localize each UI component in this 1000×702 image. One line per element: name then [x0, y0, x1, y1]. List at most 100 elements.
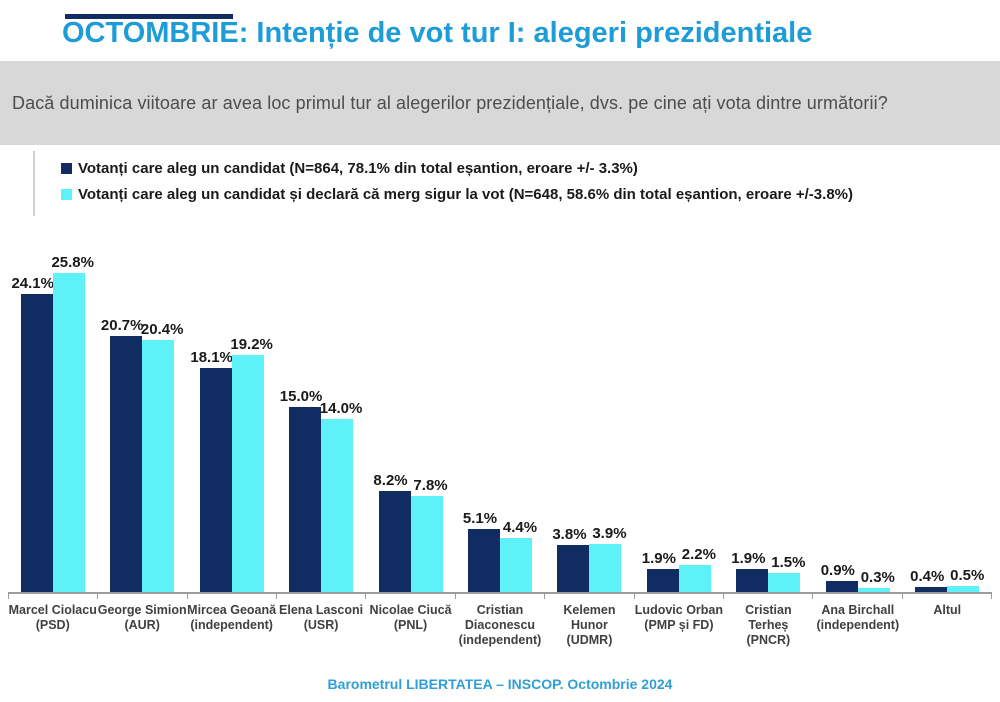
value-label: 0.5%	[950, 566, 985, 584]
bar-series-2	[768, 573, 801, 592]
category-label-line: (UDMR)	[566, 633, 613, 647]
category-label-line: (independent)	[816, 618, 900, 632]
bar-series-2	[52, 273, 85, 592]
value-label: 0.4%	[910, 568, 945, 586]
bar-series-2	[589, 543, 622, 592]
axis-tick	[635, 594, 724, 599]
value-label: 20.4%	[140, 320, 184, 338]
category-label-line: Cristian Terheș	[745, 603, 792, 632]
category-label-line: (PMP și FD)	[644, 618, 714, 632]
bar-group: 8.2% 7.8%	[366, 252, 455, 592]
question-text: Dacă duminica viitoare ar avea loc primu…	[12, 92, 888, 113]
bar-group: 3.8% 3.9%	[545, 252, 634, 592]
bar-series-2	[857, 588, 890, 592]
bar-group: 0.9% 0.3%	[813, 252, 902, 592]
legend-item-1: Votanți care aleg un candidat (N=864, 78…	[61, 160, 1000, 177]
bar-series-2	[410, 495, 443, 592]
bar-series-1	[289, 406, 322, 592]
category-label-line: Diaconescu	[464, 618, 536, 632]
bar-series-1	[467, 528, 500, 592]
category-label: Elena Lasconi (USR)	[276, 603, 365, 648]
value-label: 0.9%	[820, 561, 855, 579]
category-label-line: Kelemen Hunor	[563, 603, 616, 632]
bar-group: 18.1% 19.2%	[187, 252, 276, 592]
value-label: 8.2%	[373, 471, 408, 489]
category-label-line: (PNL)	[393, 618, 428, 632]
bar-series-2	[678, 564, 711, 592]
bar-series-2	[499, 537, 532, 592]
category-label-line: (independent)	[458, 633, 542, 647]
category-label-line: Elena Lasconi	[279, 603, 364, 617]
category-label-line: Cristian	[476, 603, 524, 617]
question-box: Dacă duminica viitoare ar avea loc primu…	[0, 61, 1000, 145]
category-label: Altul	[903, 603, 992, 648]
category-label-line: Mircea Geoană	[187, 603, 277, 617]
value-label: 0.3%	[860, 569, 895, 587]
axis-tick	[545, 594, 635, 599]
value-label: 14.0%	[319, 399, 363, 417]
category-label-line: (PSD)	[35, 618, 70, 632]
bar-series-2	[947, 585, 980, 592]
bar-group: 20.7% 20.4%	[97, 252, 186, 592]
value-label: 1.5%	[771, 554, 806, 572]
axis-tick	[456, 594, 546, 599]
axis-tick	[188, 594, 278, 599]
legend-label: Votanți care aleg un candidat (N=864, 78…	[78, 160, 638, 177]
bar-group: 1.9% 1.5%	[724, 252, 813, 592]
value-label: 2.2%	[681, 545, 716, 563]
bar-series-1	[20, 294, 53, 592]
bar-series-1	[378, 490, 411, 592]
axis-tick	[903, 594, 992, 599]
category-label: Kelemen Hunor (UDMR)	[545, 603, 634, 648]
category-label: Cristian Diaconescu (independent)	[455, 603, 544, 648]
category-label-line: Ana Birchall	[821, 603, 895, 617]
category-label: Nicolae Ciucă (PNL)	[366, 603, 455, 648]
value-label: 19.2%	[230, 335, 273, 353]
bar-series-2	[231, 354, 264, 592]
category-label: Ludovic Orban (PMP și FD)	[634, 603, 723, 648]
axis-ticks	[8, 592, 992, 599]
category-label-line: George Simion	[97, 603, 187, 617]
category-label-line: Ludovic Orban	[634, 603, 723, 617]
value-label: 24.1%	[11, 275, 54, 293]
value-label: 15.0%	[279, 387, 323, 405]
category-labels: Marcel Ciolacu (PSD) George Simion (AUR) Mir…	[0, 603, 1000, 648]
bar-series-2	[142, 339, 175, 592]
bar-series-1	[736, 568, 769, 592]
legend-swatch-icon	[61, 163, 72, 174]
category-label: George Simion (AUR)	[97, 603, 187, 648]
value-label: 18.1%	[190, 349, 233, 367]
value-label: 20.7%	[100, 317, 144, 335]
legend-item-2: Votanți care aleg un candidat și declară…	[61, 186, 1000, 203]
poll-bar-chart: 24.1% 25.8% 20.7% 20.4% 18.1% 19.2% 15.0% 14.0%…	[0, 252, 1000, 599]
legend-swatch-icon	[61, 189, 72, 200]
bar-series-1	[199, 368, 232, 592]
category-label-line: (PNCR)	[746, 633, 791, 647]
category-label: Ana Birchall (independent)	[813, 603, 902, 648]
value-label: 7.8%	[413, 476, 448, 494]
category-label-line: (USR)	[303, 618, 339, 632]
legend: Votanți care aleg un candidat (N=864, 78…	[33, 151, 1000, 216]
axis-tick	[277, 594, 367, 599]
bar-series-1	[110, 336, 143, 592]
value-label: 25.8%	[51, 254, 94, 272]
category-label: Marcel Ciolacu (PSD)	[8, 603, 97, 648]
bar-series-1	[915, 587, 948, 592]
axis-tick	[813, 594, 903, 599]
category-label-line: (AUR)	[124, 618, 160, 632]
category-label-line: Altul	[933, 603, 962, 617]
category-label-line: (independent)	[190, 618, 273, 632]
bar-group: 5.1% 4.4%	[455, 252, 544, 592]
value-label: 4.4%	[502, 518, 538, 536]
value-label: 5.1%	[462, 509, 498, 527]
category-label-line: Nicolae Ciucă	[369, 603, 452, 617]
value-label: 3.8%	[552, 526, 587, 544]
axis-tick	[724, 594, 814, 599]
value-label: 1.9%	[731, 549, 766, 567]
bar-series-1	[825, 580, 858, 592]
bar-series-2	[321, 418, 354, 592]
bar-series-1	[557, 545, 590, 592]
source-footer: Barometrul LIBERTATEA – INSCOP. Octombri…	[327, 676, 673, 692]
header-top-strip	[65, 14, 233, 19]
category-label: Cristian Terheș (PNCR)	[724, 603, 813, 648]
